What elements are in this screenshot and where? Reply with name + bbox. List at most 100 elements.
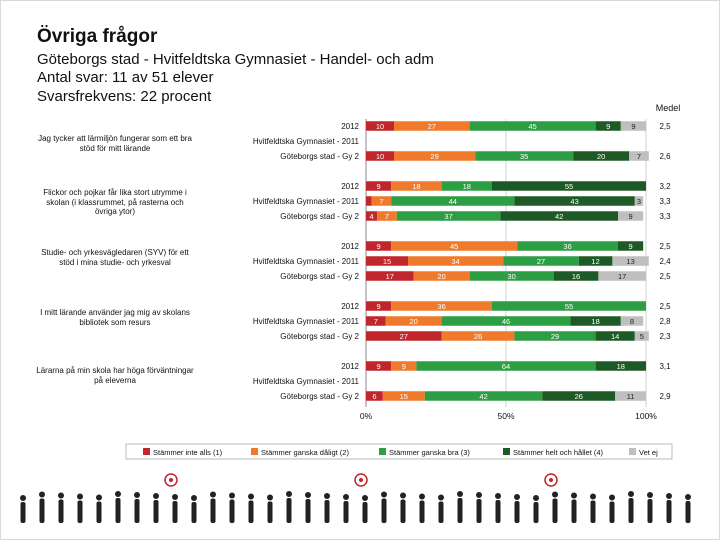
silhouette-icon bbox=[533, 495, 539, 501]
silhouette-icon bbox=[438, 494, 444, 501]
data-label: 18 bbox=[463, 182, 471, 191]
mean-value: 2,5 bbox=[659, 242, 671, 251]
row-label: 2012 bbox=[341, 122, 359, 131]
axis-tick-label: 100% bbox=[635, 411, 657, 421]
data-label: 45 bbox=[450, 242, 458, 251]
row-label: 2012 bbox=[341, 362, 359, 371]
bar-segment bbox=[366, 181, 392, 191]
target-icon bbox=[164, 473, 178, 487]
data-label: 42 bbox=[555, 212, 563, 221]
bar-segment bbox=[382, 391, 425, 401]
silhouette-icon bbox=[20, 495, 26, 501]
data-label: 55 bbox=[565, 302, 573, 311]
bar-segment bbox=[615, 391, 646, 401]
bar-segment bbox=[366, 271, 414, 281]
mean-value: 2,5 bbox=[659, 272, 671, 281]
data-label: 16 bbox=[572, 272, 580, 281]
silhouette-icon bbox=[438, 501, 444, 523]
data-label: 36 bbox=[563, 242, 571, 251]
target-icon-center bbox=[169, 478, 173, 482]
target-icon-center bbox=[359, 478, 363, 482]
bar-segment bbox=[366, 361, 392, 371]
row-label: 2012 bbox=[341, 302, 359, 311]
bar-segment bbox=[595, 331, 635, 341]
row-label: Hvitfeldtska Gymnasiet - 2011 bbox=[253, 377, 360, 386]
data-label: 9 bbox=[377, 242, 381, 251]
bar-segment bbox=[366, 196, 372, 206]
silhouette-icon bbox=[514, 494, 520, 500]
data-label: 20 bbox=[597, 152, 605, 161]
question-label-2: Flickor och pojkar får lika stort utrymm… bbox=[43, 188, 187, 216]
data-label: 13 bbox=[626, 257, 634, 266]
mean-value: 2,4 bbox=[659, 257, 671, 266]
bar-segment bbox=[612, 256, 649, 266]
page-title: Övriga frågor bbox=[37, 26, 158, 47]
bar-segment bbox=[629, 151, 649, 161]
silhouette-icon bbox=[324, 493, 330, 499]
row-label: 2012 bbox=[341, 182, 359, 191]
row-label: Hvitfeldtska Gymnasiet - 2011 bbox=[253, 197, 360, 206]
data-label: 29 bbox=[430, 152, 438, 161]
subtitle: Göteborgs stad - Hvitfeldtska Gymnasiet … bbox=[37, 51, 434, 68]
silhouette-icon bbox=[191, 502, 197, 523]
silhouette-icon bbox=[58, 492, 64, 499]
silhouette-icon bbox=[495, 493, 501, 499]
data-label: 9 bbox=[377, 362, 381, 371]
bar-segment bbox=[394, 121, 470, 131]
data-label: 9 bbox=[402, 362, 406, 371]
data-label: 18 bbox=[617, 362, 625, 371]
mean-value: 2,5 bbox=[659, 122, 671, 131]
legend-label: Stämmer ganska bra (3) bbox=[389, 448, 470, 457]
silhouette-icon bbox=[590, 493, 596, 500]
bar-segment bbox=[377, 211, 397, 221]
silhouette-icon bbox=[210, 498, 216, 523]
legend-label: Stämmer inte alls (1) bbox=[153, 448, 223, 457]
data-label: 64 bbox=[502, 362, 510, 371]
mean-value: 2,6 bbox=[659, 152, 671, 161]
bar-segment bbox=[620, 121, 646, 131]
bar-segment bbox=[514, 196, 635, 206]
bar-segment bbox=[391, 241, 518, 251]
data-label: 9 bbox=[606, 122, 610, 131]
silhouette-icon bbox=[153, 500, 159, 523]
data-label: 9 bbox=[377, 182, 381, 191]
data-label: 18 bbox=[412, 182, 420, 191]
data-label: 37 bbox=[444, 212, 452, 221]
silhouette-icon bbox=[305, 499, 311, 523]
question-label-4: I mitt lärande använder jag mig av skola… bbox=[40, 308, 190, 327]
mean-value: 2,8 bbox=[659, 317, 671, 326]
data-label: 7 bbox=[374, 317, 378, 326]
data-label: 35 bbox=[520, 152, 528, 161]
data-label: 7 bbox=[385, 212, 389, 221]
silhouette-icon bbox=[210, 491, 216, 498]
bar-segment bbox=[620, 316, 644, 326]
bar-segment bbox=[469, 121, 596, 131]
data-label: 5 bbox=[640, 332, 644, 341]
silhouette-icon bbox=[400, 492, 406, 499]
silhouette-icon bbox=[172, 494, 178, 500]
response-rate: Svarsfrekvens: 22 procent bbox=[37, 88, 212, 105]
silhouette-icon bbox=[191, 495, 197, 501]
silhouette-icon bbox=[552, 491, 558, 498]
bar-segment bbox=[441, 181, 492, 191]
data-label: 11 bbox=[627, 392, 635, 401]
row-label: 2012 bbox=[341, 242, 359, 251]
silhouette-icon bbox=[77, 493, 83, 500]
data-label: 20 bbox=[437, 272, 445, 281]
legend-label: Vet ej bbox=[639, 448, 658, 457]
bar-segment bbox=[514, 331, 596, 341]
bar-segment bbox=[598, 271, 646, 281]
bar-segment bbox=[503, 256, 579, 266]
bar-segment bbox=[634, 331, 649, 341]
legend-label: Stämmer helt och hållet (4) bbox=[513, 448, 604, 457]
legend-swatch bbox=[379, 448, 386, 455]
data-label: 14 bbox=[611, 332, 619, 341]
silhouette-icon bbox=[96, 494, 102, 501]
silhouette-icon bbox=[590, 500, 596, 523]
silhouette-icon bbox=[248, 493, 254, 500]
data-label: 46 bbox=[502, 317, 510, 326]
silhouette-icon bbox=[419, 493, 425, 500]
silhouette-icon bbox=[20, 502, 26, 523]
